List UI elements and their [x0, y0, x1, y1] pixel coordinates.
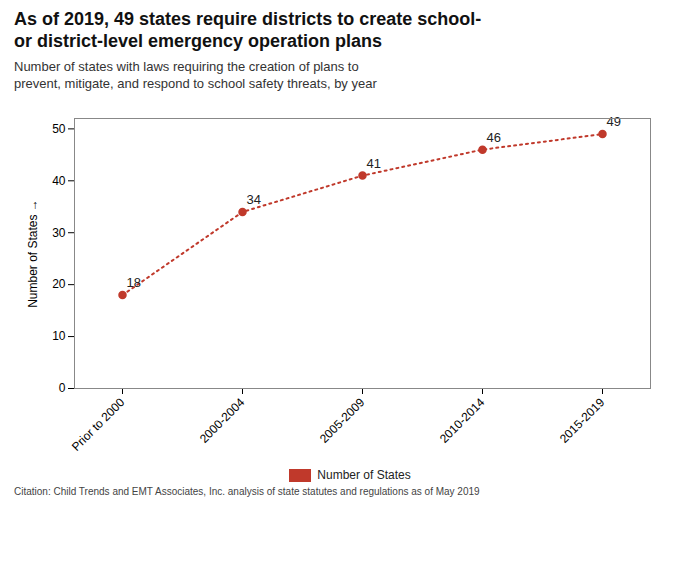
- svg-text:49: 49: [607, 114, 621, 129]
- html-text:Citation: Child Trends and EMT: Citation: Child Trends and EMT Associate…: [14, 486, 480, 497]
- svg-text:40: 40: [52, 174, 66, 188]
- svg-text:50: 50: [52, 122, 66, 136]
- svg-text:Number of States →: Number of States →: [26, 199, 40, 308]
- svg-text:10: 10: [52, 329, 66, 343]
- svg-text:30: 30: [52, 226, 66, 240]
- svg-text:2005-2009: 2005-2009: [317, 395, 368, 446]
- svg-text:46: 46: [487, 130, 501, 145]
- svg-text:2010-2014: 2010-2014: [437, 395, 488, 446]
- svg-text:41: 41: [367, 156, 381, 171]
- svg-text:20: 20: [52, 277, 66, 291]
- svg-text:2000-2004: 2000-2004: [197, 395, 248, 446]
- svg-text:2015-2019: 2015-2019: [557, 395, 608, 446]
- html-text:As of 2019, 49 states require: As of 2019, 49 states require districts …: [14, 9, 482, 51]
- svg-text:Prior to 2000: Prior to 2000: [69, 395, 128, 454]
- svg-text:18: 18: [127, 275, 141, 290]
- svg-text:0: 0: [59, 381, 66, 395]
- svg-text:34: 34: [247, 192, 261, 207]
- html-text:Number of States: Number of States: [317, 468, 411, 482]
- html-text:Number of states with laws req: Number of states with laws requiring the…: [14, 59, 377, 91]
